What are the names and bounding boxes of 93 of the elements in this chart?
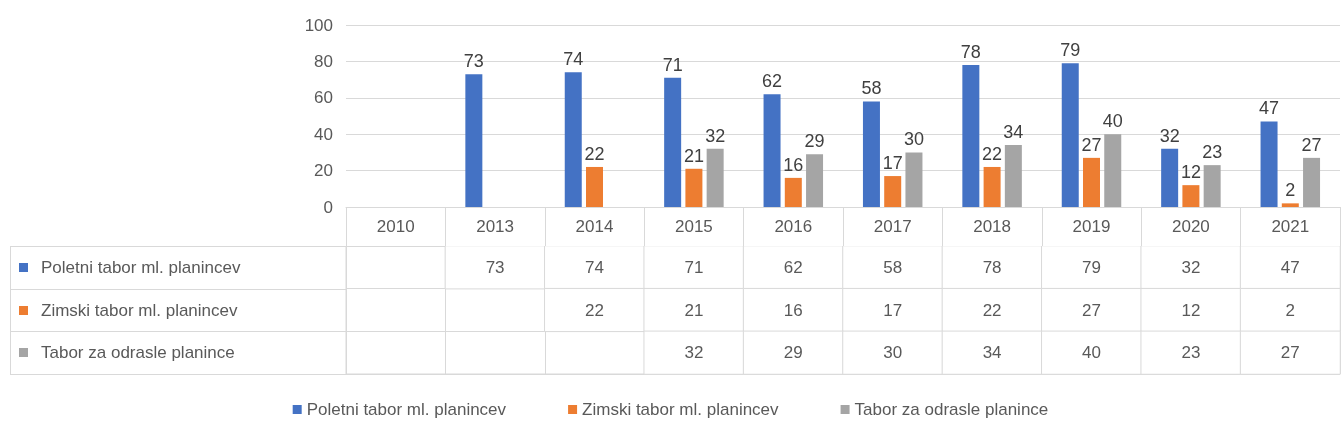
bar	[862, 101, 880, 207]
bar	[784, 177, 802, 207]
data-label: 22	[584, 143, 605, 164]
y-tick-label: Zimski tabor ml. planincev	[41, 300, 238, 320]
bar	[1281, 203, 1299, 207]
data-label: 17	[882, 153, 903, 174]
data-label: 2	[1285, 180, 1296, 201]
bar	[1161, 148, 1179, 207]
data-label: 27	[1082, 300, 1101, 320]
data-label: 17	[883, 300, 903, 320]
data-label: 22	[982, 300, 1002, 320]
data-label: 30	[883, 343, 903, 363]
bar	[1303, 157, 1321, 207]
data-label: 78	[982, 257, 1002, 277]
data-label: 62	[783, 257, 803, 277]
bar	[1104, 134, 1122, 207]
y-tick-label: 60	[314, 88, 333, 108]
y-tick-label: 80	[314, 51, 333, 71]
data-label: 32	[705, 125, 726, 146]
data-label: 22	[585, 300, 604, 320]
x-tick-label: 2021	[1271, 217, 1310, 236]
data-label: 29	[804, 131, 825, 152]
y-tick-label: 0	[323, 197, 333, 217]
data-label: 29	[783, 343, 803, 363]
data-label: 79	[1060, 40, 1081, 61]
y-tick-label: 40	[314, 124, 333, 144]
y-tick-label: 20	[314, 161, 333, 181]
data-label: 78	[960, 42, 981, 63]
data-label: 23	[1181, 343, 1201, 363]
data-label: 47	[1259, 98, 1280, 119]
data-label: 30	[903, 129, 924, 150]
data-label: 47	[1280, 257, 1300, 277]
bar	[1004, 145, 1022, 207]
legend-label: Tabor za odrasle planince	[854, 400, 1049, 419]
data-label: 27	[1081, 134, 1102, 155]
data-label: 12	[1180, 162, 1201, 183]
data-label: 74	[563, 49, 584, 70]
data-label: 32	[684, 343, 704, 363]
data-label: 79	[1082, 257, 1101, 277]
bar	[1061, 63, 1079, 207]
bar	[1203, 165, 1221, 207]
data-label: 12	[1181, 300, 1201, 320]
data-label: 74	[585, 257, 604, 277]
data-label: 40	[1102, 111, 1123, 132]
data-label: 40	[1082, 343, 1101, 363]
bar	[905, 152, 923, 207]
x-tick-label: 2015	[674, 217, 713, 236]
legend-label: Zimski tabor ml. planincev	[582, 400, 780, 419]
x-tick-label: 2013	[476, 217, 515, 236]
data-label: 23	[1202, 142, 1223, 163]
bar	[806, 154, 824, 207]
data-label: 16	[783, 300, 803, 320]
bar	[884, 176, 902, 207]
data-label: 21	[684, 300, 704, 320]
y-tick-label: 100	[304, 15, 333, 35]
data-label: 27	[1280, 343, 1300, 363]
bar	[685, 168, 703, 207]
x-tick-label: 2019	[1072, 217, 1111, 236]
data-label: 32	[1181, 257, 1201, 277]
bar	[962, 65, 980, 207]
data-label: 73	[485, 257, 505, 277]
y-tick-label: Tabor za odrasle planince	[41, 343, 235, 363]
data-label: 71	[662, 54, 683, 75]
y-tick-label: Poletni tabor ml. planincev	[41, 257, 241, 277]
bar	[1260, 121, 1278, 207]
data-label: 21	[683, 145, 704, 166]
x-tick-label: 2020	[1171, 217, 1210, 236]
x-tick-label: 2018	[973, 217, 1012, 236]
data-label: 34	[1003, 122, 1024, 143]
bar	[1083, 157, 1100, 207]
bar	[983, 166, 1001, 207]
data-label: 71	[684, 257, 704, 277]
bar	[664, 77, 682, 207]
bar	[706, 148, 724, 207]
data-label: 16	[783, 154, 804, 175]
data-label: 73	[463, 51, 484, 72]
bar	[564, 72, 582, 207]
data-label: 2	[1285, 300, 1296, 320]
x-tick-label: 2014	[575, 217, 614, 236]
bar	[465, 74, 483, 207]
data-label: 58	[883, 257, 903, 277]
bar	[763, 94, 781, 207]
x-tick-label: 2010	[376, 217, 415, 236]
bar	[586, 166, 603, 207]
data-label: 58	[861, 78, 882, 99]
bar	[1182, 185, 1200, 207]
x-tick-label: 2017	[873, 217, 912, 236]
data-label: 32	[1159, 125, 1180, 146]
data-label: 27	[1301, 134, 1322, 155]
data-label: 62	[762, 71, 783, 92]
data-label: 22	[982, 143, 1003, 164]
data-label: 34	[982, 343, 1002, 363]
x-tick-label: 2016	[774, 217, 813, 236]
